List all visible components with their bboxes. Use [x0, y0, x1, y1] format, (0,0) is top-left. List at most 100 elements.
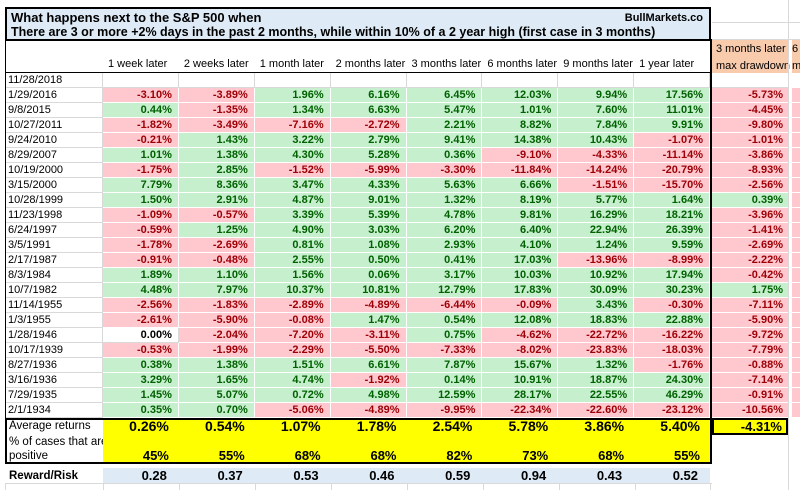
return-cell[interactable]: 9.81%	[482, 208, 559, 223]
reward-risk-cell[interactable]: 0.94	[482, 468, 559, 483]
drawdown-cell[interactable]: -1.41%	[712, 223, 788, 238]
return-cell[interactable]	[103, 73, 179, 88]
return-cell[interactable]: 1.25%	[178, 223, 255, 238]
return-cell[interactable]: 4.30%	[254, 148, 331, 163]
return-cell[interactable]: 6.45%	[406, 88, 483, 103]
date-cell[interactable]: 7/29/1935	[5, 388, 103, 403]
date-cell[interactable]: 10/19/2000	[5, 163, 103, 178]
return-cell[interactable]: 28.17%	[482, 388, 559, 403]
return-cell[interactable]: 6.40%	[482, 223, 559, 238]
date-cell[interactable]: 2/1/1934	[5, 403, 103, 418]
return-cell[interactable]: -1.78%	[103, 238, 179, 253]
return-cell[interactable]: 2.85%	[178, 163, 255, 178]
return-cell[interactable]	[634, 73, 710, 88]
return-cell[interactable]	[482, 73, 559, 88]
date-cell[interactable]: 10/27/2011	[5, 118, 103, 133]
date-cell[interactable]: 3/5/1991	[5, 238, 103, 253]
return-cell[interactable]: 8.82%	[482, 118, 559, 133]
return-cell[interactable]: 9.94%	[558, 88, 635, 103]
return-cell[interactable]: -0.59%	[103, 223, 179, 238]
percent-positive-cell[interactable]: 55%	[634, 435, 710, 464]
date-cell[interactable]: 10/7/1982	[5, 283, 103, 298]
date-cell[interactable]: 1/3/1955	[5, 313, 103, 328]
drawdown-cell[interactable]: 0.39%	[712, 193, 788, 208]
return-cell[interactable]: 5.77%	[558, 193, 635, 208]
column-header[interactable]: 1 year later	[639, 58, 695, 70]
return-cell[interactable]: -9.95%	[406, 403, 483, 418]
date-cell[interactable]: 9/24/2010	[5, 133, 103, 148]
date-cell[interactable]: 11/14/1955	[5, 298, 103, 313]
return-cell[interactable]: -5.06%	[254, 403, 331, 418]
return-cell[interactable]	[406, 73, 483, 88]
reward-risk-cell[interactable]: 0.59	[406, 468, 483, 483]
return-cell[interactable]: 0.06%	[330, 268, 407, 283]
return-cell[interactable]: 6.61%	[330, 358, 407, 373]
return-cell[interactable]: -0.08%	[254, 313, 331, 328]
return-cell[interactable]: -11.84%	[482, 163, 559, 178]
reward-risk-cell[interactable]: 0.53	[254, 468, 331, 483]
return-cell[interactable]: -1.76%	[634, 358, 710, 373]
percent-positive-cell[interactable]: 68%	[330, 435, 407, 464]
return-cell[interactable]: -2.29%	[254, 343, 331, 358]
return-cell[interactable]: 0.70%	[178, 403, 255, 418]
return-cell[interactable]: 0.38%	[103, 358, 179, 373]
drawdown-cell[interactable]: -9.80%	[712, 118, 788, 133]
return-cell[interactable]	[330, 73, 407, 88]
reward-risk-cell[interactable]: 0.46	[330, 468, 407, 483]
return-cell[interactable]: 22.55%	[558, 388, 635, 403]
column-header[interactable]: 3 months later	[411, 58, 482, 70]
return-cell[interactable]: -2.56%	[103, 298, 179, 313]
return-cell[interactable]: 12.03%	[482, 88, 559, 103]
date-cell[interactable]: 10/17/1939	[5, 343, 103, 358]
return-cell[interactable]: -15.70%	[634, 178, 710, 193]
return-cell[interactable]: 0.36%	[406, 148, 483, 163]
return-cell[interactable]: -6.44%	[406, 298, 483, 313]
return-cell[interactable]: 17.83%	[482, 283, 559, 298]
return-cell[interactable]: 8.19%	[482, 193, 559, 208]
return-cell[interactable]: -0.53%	[103, 343, 179, 358]
return-cell[interactable]: 1.45%	[103, 388, 179, 403]
column-header[interactable]: 2 months later	[335, 58, 406, 70]
return-cell[interactable]: 1.32%	[406, 193, 483, 208]
reward-risk-cell[interactable]: 0.43	[558, 468, 635, 483]
return-cell[interactable]: -11.14%	[634, 148, 710, 163]
drawdown-cell[interactable]: -0.42%	[712, 268, 788, 283]
return-cell[interactable]: 4.78%	[406, 208, 483, 223]
date-cell[interactable]: 3/15/2000	[5, 178, 103, 193]
return-cell[interactable]: 1.89%	[103, 268, 179, 283]
return-cell[interactable]: 7.87%	[406, 358, 483, 373]
drawdown-cell[interactable]: -0.91%	[712, 388, 788, 403]
return-cell[interactable]: 6.20%	[406, 223, 483, 238]
date-cell[interactable]: 6/24/1997	[5, 223, 103, 238]
column-header[interactable]: 9 months later	[563, 58, 633, 70]
return-cell[interactable]: -0.21%	[103, 133, 179, 148]
return-cell[interactable]: 7.84%	[558, 118, 635, 133]
drawdown-cell[interactable]: -5.90%	[712, 313, 788, 328]
date-cell[interactable]: 2/17/1987	[5, 253, 103, 268]
percent-positive-label[interactable]: % of cases that are positive	[5, 435, 107, 464]
return-cell[interactable]: 2.93%	[406, 238, 483, 253]
return-cell[interactable]: 9.91%	[634, 118, 710, 133]
return-cell[interactable]: -4.89%	[330, 298, 407, 313]
percent-positive-cell[interactable]: 68%	[254, 435, 331, 464]
return-cell[interactable]: 0.75%	[406, 328, 483, 343]
return-cell[interactable]: 1.51%	[254, 358, 331, 373]
average-return-cell[interactable]: 1.07%	[254, 418, 331, 435]
return-cell[interactable]: -1.09%	[103, 208, 179, 223]
return-cell[interactable]: 3.22%	[254, 133, 331, 148]
drawdown-cell[interactable]: 1.75%	[712, 283, 788, 298]
return-cell[interactable]: 7.97%	[178, 283, 255, 298]
percent-positive-cell[interactable]: 82%	[406, 435, 483, 464]
return-cell[interactable]: -8.02%	[482, 343, 559, 358]
return-cell[interactable]: -7.33%	[406, 343, 483, 358]
return-cell[interactable]: 22.94%	[558, 223, 635, 238]
return-cell[interactable]: 22.88%	[634, 313, 710, 328]
return-cell[interactable]: 17.94%	[634, 268, 710, 283]
return-cell[interactable]: -2.69%	[178, 238, 255, 253]
return-cell[interactable]: -5.90%	[178, 313, 255, 328]
return-cell[interactable]: 4.74%	[254, 373, 331, 388]
date-cell[interactable]: 1/29/2016	[5, 88, 103, 103]
return-cell[interactable]: 1.64%	[634, 193, 710, 208]
return-cell[interactable]: 18.87%	[558, 373, 635, 388]
return-cell[interactable]: 1.65%	[178, 373, 255, 388]
